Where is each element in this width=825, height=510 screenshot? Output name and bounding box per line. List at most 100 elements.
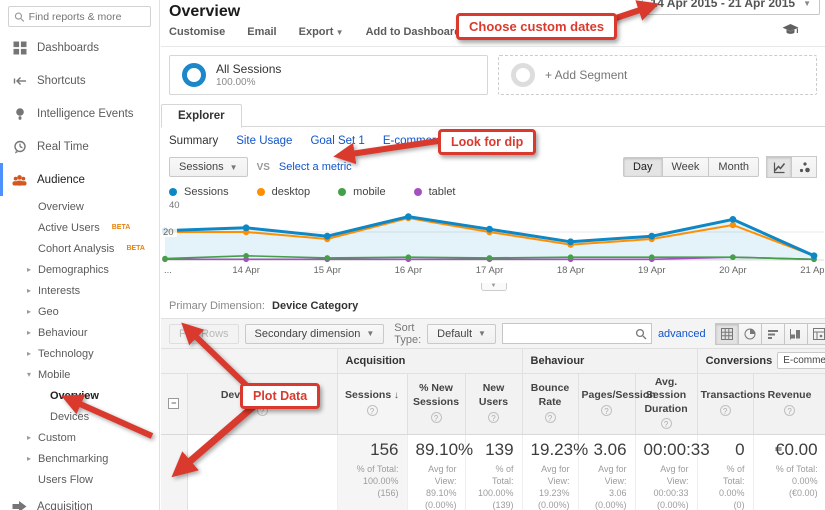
- table-summary-row: 156 % of Total: 100.00% (156) 89.10% Avg fo…: [161, 434, 825, 510]
- column-header--new-sessions[interactable]: % New Sessions?: [407, 372, 466, 436]
- segment-all-sessions[interactable]: All Sessions 100.00%: [169, 55, 488, 95]
- sort-type-value: Default: [437, 327, 473, 340]
- page-head: Overview: [161, 0, 825, 21]
- table-view-button[interactable]: [714, 322, 739, 345]
- granularity-week-button[interactable]: Week: [661, 157, 710, 177]
- column-header-sessions[interactable]: Sessions ↓?: [337, 372, 408, 436]
- action-add-to-dashboard[interactable]: Add to Dashboard: [366, 26, 461, 38]
- sidebar-item-overview[interactable]: Overview: [0, 385, 159, 406]
- sidebar-item-audience[interactable]: Audience: [0, 163, 159, 196]
- callout-plot-data: Plot Data: [240, 383, 321, 409]
- primary-dimension-label: Primary Dimension:: [169, 300, 265, 312]
- sidebar-item-demographics[interactable]: ▸ Demographics: [0, 259, 159, 280]
- sidebar-item-interests[interactable]: ▸ Interests: [0, 280, 159, 301]
- column-header-new-users[interactable]: New Users?: [465, 372, 523, 436]
- search-input[interactable]: [28, 10, 145, 23]
- sidebar-item-benchmarking[interactable]: ▸ Benchmarking: [0, 448, 159, 469]
- legend-item-sessions[interactable]: Sessions: [169, 186, 229, 198]
- sidebar-item-devices[interactable]: Devices: [0, 406, 159, 427]
- comparison-view-button[interactable]: [783, 322, 808, 345]
- sort-type-label: Sort Type:: [394, 321, 422, 346]
- summary-metric-cell: 156 % of Total: 100.00% (156): [337, 434, 408, 510]
- sidebar-item-mobile[interactable]: ▾ Mobile: [0, 364, 159, 385]
- summary-subtext: Avg for View: 3.06 (0.00%): [595, 464, 627, 510]
- advanced-search-link[interactable]: advanced: [657, 327, 706, 340]
- subtab-summary[interactable]: Summary: [169, 135, 219, 147]
- svg-text:16 Apr: 16 Apr: [395, 265, 422, 276]
- summary-value: 3.06: [593, 440, 627, 460]
- action-customise[interactable]: Customise: [169, 26, 225, 38]
- sidebar-item-users-flow[interactable]: Users Flow: [0, 469, 159, 490]
- column-header-bounce-rate[interactable]: Bounce Rate?: [522, 372, 579, 436]
- column-header-transactions[interactable]: Transactions?: [697, 372, 765, 436]
- collapse-rows-header-cell[interactable]: −: [161, 372, 188, 436]
- help-icon: ?: [601, 404, 613, 416]
- table-search-box[interactable]: [501, 323, 652, 344]
- subtab-site-usage[interactable]: Site Usage: [236, 135, 293, 147]
- legend-label: Sessions: [184, 186, 229, 198]
- sidebar-item-dashboards[interactable]: Dashboards: [0, 31, 159, 64]
- svg-text:19 Apr: 19 Apr: [638, 265, 665, 276]
- ecommerce-dropdown[interactable]: E-commerce▼: [777, 352, 825, 370]
- sort-descending-icon: ↓: [391, 390, 399, 402]
- subtab-goal-set-1[interactable]: Goal Set 1: [310, 135, 365, 147]
- sidebar-item-real-time[interactable]: Real Time: [0, 130, 159, 163]
- sidebar-item-acquisition[interactable]: Acquisition: [0, 490, 159, 510]
- summary-metric-cell: 00:00:33 Avg for View: 00:00:33 (0.00%): [635, 434, 710, 510]
- legend-item-mobile[interactable]: mobile: [338, 186, 386, 198]
- summary-metric-cell: 139 % of Total: 100.00% (139): [465, 434, 523, 510]
- summary-metric-cell: 19.23% Avg for View: 19.23% (0.00%): [522, 434, 588, 510]
- sidebar-nav: Dashboards Shortcuts Intelligence Events Re…: [0, 31, 159, 510]
- add-segment-button[interactable]: + Add Segment: [498, 55, 817, 95]
- column-header-pages-session[interactable]: Pages/Session?: [578, 372, 656, 436]
- sidebar-item-overview[interactable]: Overview: [0, 196, 159, 217]
- metric-dropdown[interactable]: Sessions ▼: [169, 157, 248, 177]
- group-header-conversions: Conversions E-commerce▼: [697, 349, 825, 373]
- legend-item-desktop[interactable]: desktop: [256, 186, 310, 198]
- sidebar-item-geo[interactable]: ▸ Geo: [0, 301, 159, 322]
- sidebar-item-label: Cohort Analysis: [38, 242, 115, 255]
- sidebar-item-behaviour[interactable]: ▸ Behaviour: [0, 322, 159, 343]
- summary-value: 156: [370, 440, 399, 460]
- legend-item-tablet[interactable]: tablet: [413, 186, 456, 198]
- segment-title: All Sessions: [216, 62, 282, 76]
- plot-rows-button[interactable]: Plot Rows: [169, 323, 239, 344]
- granularity-day-button[interactable]: Day: [622, 157, 663, 177]
- sort-type-dropdown[interactable]: Default ▼: [427, 323, 496, 344]
- line-chart-mode-button[interactable]: [766, 156, 792, 178]
- pivot-view-button[interactable]: [806, 322, 825, 345]
- select-metric-link[interactable]: Select a metric: [278, 161, 352, 173]
- motion-chart-mode-button[interactable]: [791, 156, 817, 178]
- sidebar-item-cohort-analysis[interactable]: Cohort Analysis BETA: [0, 238, 159, 259]
- callout-look-for-dip: Look for dip: [438, 129, 537, 155]
- tutorial-cap-icon[interactable]: [782, 24, 799, 42]
- action-email[interactable]: Email: [247, 26, 276, 38]
- segment-percent: 100.00%: [216, 77, 256, 88]
- table-search-input[interactable]: [506, 327, 635, 340]
- sidebar-item-label: Technology: [38, 347, 94, 360]
- date-range-selector[interactable]: 14 Apr 2015 - 21 Apr 2015 ▼: [641, 0, 820, 15]
- action-export[interactable]: Export ▼: [299, 26, 344, 38]
- primary-dimension-value[interactable]: Device Category: [272, 300, 359, 312]
- column-header-revenue[interactable]: Revenue?: [753, 372, 825, 436]
- beta-badge: BETA: [111, 224, 131, 231]
- sidebar-item-shortcuts[interactable]: Shortcuts: [0, 64, 159, 97]
- percentage-view-button[interactable]: [737, 322, 762, 345]
- secondary-dimension-dropdown[interactable]: Secondary dimension ▼: [244, 323, 385, 344]
- column-header-label: New Users: [478, 382, 509, 408]
- column-header-avg-session-duration[interactable]: Avg. Session Duration?: [635, 372, 698, 436]
- sidebar-item-technology[interactable]: ▸ Technology: [0, 343, 159, 364]
- sidebar-item-active-users[interactable]: Active Users BETA: [0, 217, 159, 238]
- tab-explorer[interactable]: Explorer: [161, 104, 242, 128]
- collapse-rows-icon: −: [168, 397, 180, 409]
- beta-badge: BETA: [126, 245, 145, 252]
- granularity-month-button[interactable]: Month: [708, 157, 759, 177]
- sidebar-item-custom[interactable]: ▸ Custom: [0, 427, 159, 448]
- vs-label: VS: [256, 161, 270, 173]
- sidebar-item-intelligence-events[interactable]: Intelligence Events: [0, 97, 159, 130]
- performance-view-button[interactable]: [760, 322, 785, 345]
- chart-collapse-handle[interactable]: ▼: [480, 283, 507, 291]
- motion-chart-icon: [799, 161, 810, 172]
- report-search-box[interactable]: [8, 6, 151, 27]
- acquisition-icon: [12, 500, 27, 510]
